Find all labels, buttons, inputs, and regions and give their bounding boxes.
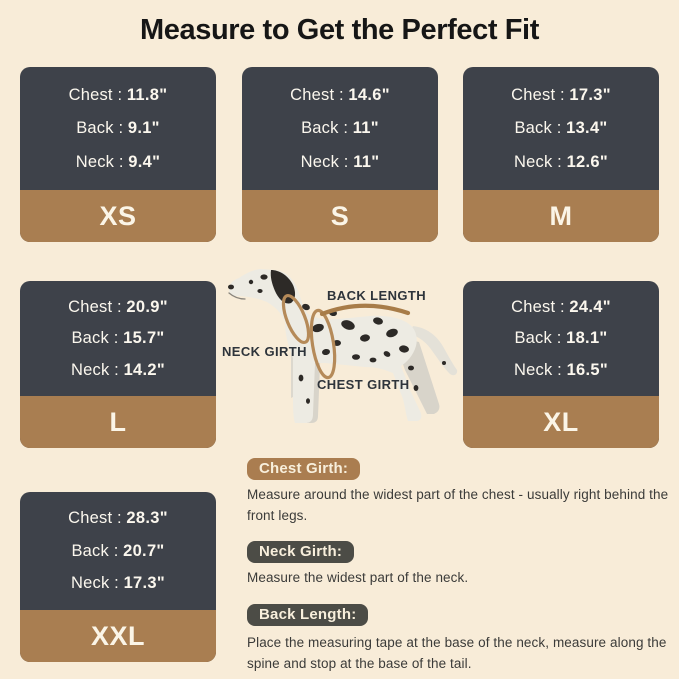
back-measurement: Back : 15.7" bbox=[71, 329, 165, 347]
neck-measurement: Neck : 12.6" bbox=[514, 152, 608, 171]
size-label: XS bbox=[20, 190, 216, 242]
back-length-label: BACK LENGTH bbox=[327, 288, 427, 303]
back-length-text: Place the measuring tape at the base of … bbox=[247, 635, 667, 671]
size-label: S bbox=[242, 190, 438, 242]
size-card-measurements: Chest : 17.3" Back : 13.4" Neck : 12.6" bbox=[463, 67, 659, 190]
size-card-measurements: Chest : 28.3" Back : 20.7" Neck : 17.3" bbox=[20, 492, 216, 610]
neck-measurement: Neck : 11" bbox=[300, 152, 380, 171]
neck-girth-text: Measure the widest part of the neck. bbox=[247, 570, 469, 585]
chest-girth-badge: Chest Girth: bbox=[247, 458, 361, 480]
chest-girth-ring bbox=[309, 308, 337, 380]
dog-mouth bbox=[228, 292, 246, 300]
size-label: M bbox=[463, 190, 659, 242]
neck-measurement: Neck : 9.4" bbox=[75, 152, 161, 171]
chest-measurement: Chest : 24.4" bbox=[511, 297, 611, 316]
size-card-measurements: Chest : 11.8" Back : 9.1" Neck : 9.4" bbox=[20, 67, 216, 190]
size-card-xxl: Chest : 28.3" Back : 20.7" Neck : 17.3" … bbox=[20, 492, 216, 662]
dog-spots bbox=[257, 274, 446, 404]
size-card-xl: Chest : 24.4" Back : 18.1" Neck : 16.5" … bbox=[463, 281, 659, 448]
neck-measurement: Neck : 17.3" bbox=[71, 573, 165, 592]
dog-shading bbox=[291, 352, 293, 398]
back-length-section: Back Length: bbox=[247, 604, 677, 626]
size-card-m: Chest : 17.3" Back : 13.4" Neck : 12.6" … bbox=[463, 67, 659, 242]
dog-nose bbox=[228, 284, 234, 290]
chest-measurement: Chest : 20.9" bbox=[68, 297, 168, 316]
neck-measurement: Neck : 14.2" bbox=[71, 360, 165, 379]
size-card-measurements: Chest : 24.4" Back : 18.1" Neck : 16.5" bbox=[463, 281, 659, 396]
chest-girth-label: CHEST GIRTH bbox=[317, 377, 410, 392]
chest-measurement: Chest : 14.6" bbox=[290, 85, 390, 104]
chest-measurement: Chest : 17.3" bbox=[511, 85, 611, 104]
size-label: XXL bbox=[20, 610, 216, 662]
page-title: Measure to Get the Perfect Fit bbox=[140, 14, 539, 46]
back-measurement: Back : 9.1" bbox=[76, 119, 160, 137]
size-card-s: Chest : 14.6" Back : 11" Neck : 11" S bbox=[242, 67, 438, 242]
size-card-l: Chest : 20.9" Back : 15.7" Neck : 14.2" … bbox=[20, 281, 216, 448]
neck-measurement: Neck : 16.5" bbox=[514, 360, 608, 379]
dog-eye bbox=[248, 279, 254, 285]
back-measurement: Back : 18.1" bbox=[514, 329, 608, 347]
neck-girth-label: NECK GIRTH bbox=[222, 344, 307, 359]
neck-girth-ring bbox=[281, 293, 311, 345]
dog-body bbox=[229, 269, 422, 423]
chest-measurement: Chest : 28.3" bbox=[68, 509, 168, 528]
neck-girth-badge: Neck Girth: bbox=[247, 541, 355, 563]
back-length-badge: Back Length: bbox=[247, 604, 369, 626]
back-length-arc bbox=[319, 303, 411, 317]
chest-measurement: Chest : 11.8" bbox=[68, 85, 168, 104]
chest-girth-section: Chest Girth: bbox=[247, 458, 677, 480]
back-measurement: Back : 11" bbox=[301, 119, 379, 137]
size-label: XL bbox=[463, 396, 659, 448]
size-card-xs: Chest : 11.8" Back : 9.1" Neck : 9.4" XS bbox=[20, 67, 216, 242]
size-card-measurements: Chest : 14.6" Back : 11" Neck : 11" bbox=[242, 67, 438, 190]
size-card-measurements: Chest : 20.9" Back : 15.7" Neck : 14.2" bbox=[20, 281, 216, 396]
dog-illustration bbox=[228, 269, 458, 423]
neck-girth-section: Neck Girth: bbox=[247, 541, 677, 563]
back-measurement: Back : 13.4" bbox=[514, 119, 608, 137]
chest-girth-text: Measure around the widest part of the ch… bbox=[247, 487, 669, 523]
back-measurement: Back : 20.7" bbox=[71, 541, 165, 560]
size-label: L bbox=[20, 396, 216, 448]
